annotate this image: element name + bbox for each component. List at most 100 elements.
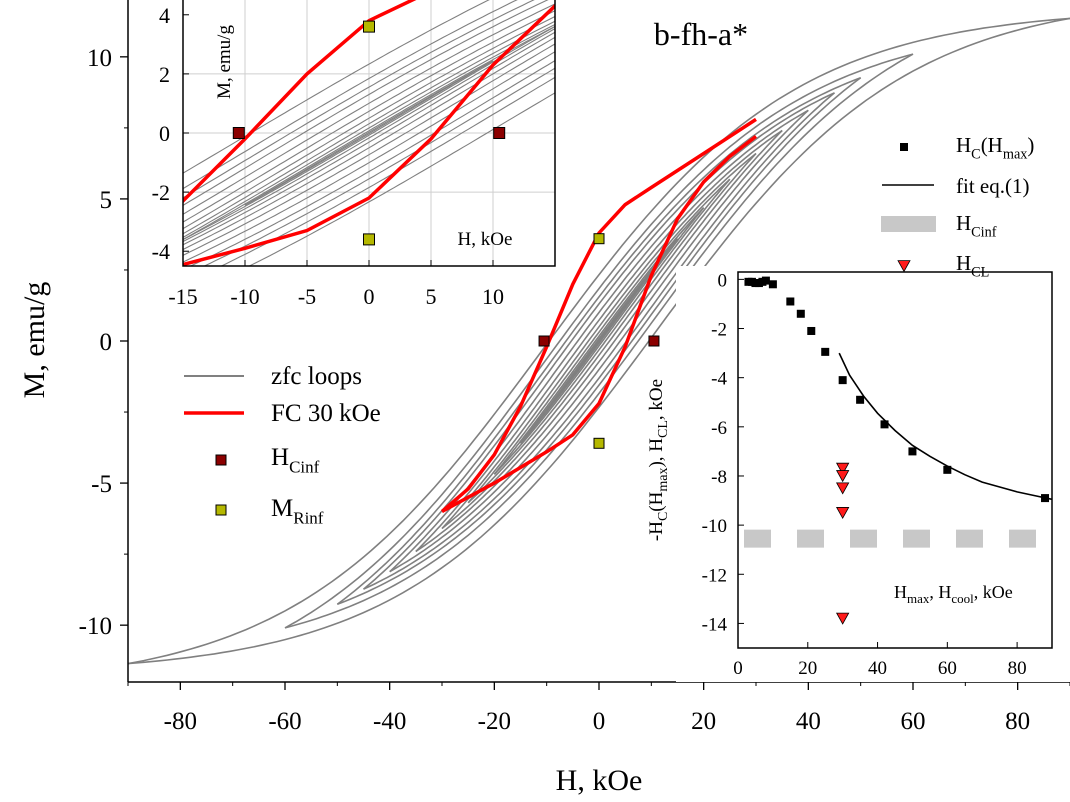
inset-a-zfc-upper-60 (183, 0, 518, 190)
inset-b-legend: HC(Hmax) fit eq.(1) HCinf HCL (881, 133, 1034, 280)
inset-b-hcinf-band-dash (1009, 529, 1036, 548)
fc-loop-lower (441, 135, 758, 514)
inset-a-zfc-upper-25 (183, 20, 555, 235)
inset-a-curves (183, 0, 555, 266)
inset-b-hcl-point-0 (835, 462, 850, 475)
inset-a-zfc-upper-35 (183, 10, 555, 223)
inset-b-y-tick-label: -4 (711, 369, 727, 390)
inset-a-zfc-upper-45 (183, 0, 549, 207)
curves (128, 17, 1070, 665)
inset-a-zfc-lower-10 (244, 60, 494, 206)
inset-b-hc-point-14 (908, 447, 917, 456)
inset-a-zfc-lower-15 (183, 26, 555, 240)
zfc-loop-lower-35 (415, 129, 783, 553)
legend-hcl-label: HCL (956, 251, 989, 280)
zfc-loop-lower-20 (493, 207, 705, 475)
inset-a-y-tick-label: -2 (152, 180, 170, 205)
inset-a-fc-upper (183, 0, 417, 204)
inset-a-zfc-upper-10 (244, 60, 494, 206)
zfc-loop-upper-35 (415, 129, 783, 553)
inset-b-y-axis-label: -HC(Hmax), HCL, kOe (646, 379, 671, 541)
inset-a-zfc-upper-50 (183, 0, 535, 199)
inset-a-zfc-lower-60 (220, 76, 555, 266)
mrinf-point-0 (593, 233, 605, 245)
y-tick-label: 0 (100, 329, 113, 356)
inset-a-fc-lower (183, 3, 555, 266)
inset-top-left: -15 -10 -5 0 5 10 -4 -2 0 2 4 H, kOe M, emu/g (152, 0, 556, 309)
zfc-loop-lower-45 (363, 92, 836, 590)
y-tick-label: 5 (100, 187, 113, 214)
inset-b-hc-point-6 (768, 280, 777, 289)
inset-b-x-tick-label: 20 (798, 658, 817, 679)
hcinf-point-1 (648, 335, 660, 347)
inset-a-zfc-lower-40 (183, 51, 555, 263)
inset-a-x-tick-label: 0 (364, 284, 375, 309)
inset-b-hc-point-13 (880, 420, 889, 429)
inset-b-hc-point-11 (838, 376, 847, 385)
zfc-loop-upper-50 (336, 76, 861, 605)
inset-b-y-tick-label: -12 (702, 565, 727, 586)
inset-b-hcinf-band-dash (956, 529, 983, 548)
inset-a-y-tick-label: 0 (159, 121, 170, 146)
inset-a-y-tick-label: 2 (159, 62, 170, 87)
zfc-loop-upper-15 (519, 238, 679, 444)
inset-right: 0 20 40 60 80 0 -2 -4 -6 -8 -10 -12 -14 Hmax, Hcool, … (646, 133, 1070, 682)
mrinf-point-1 (593, 437, 605, 449)
inset-a-zfc-upper-40 (183, 3, 555, 215)
inset-a-hcinf-point-0 (232, 127, 245, 139)
inset-b-y-tick-label: -2 (711, 320, 727, 341)
x-axis-label: H, kOe (556, 764, 643, 797)
legend-hcinf-band-label: HCinf (956, 211, 997, 240)
inset-a-zfc-lower-25 (183, 31, 555, 246)
inset-b-hc-point-9 (807, 326, 816, 335)
inset-a-x-tick-label: -15 (168, 284, 197, 309)
inset-b-x-tick-label: 60 (938, 658, 957, 679)
inset-b-x-axis-label: Hmax, Hcool, kOe (894, 582, 1013, 606)
x-tick-label: -60 (268, 708, 301, 735)
inset-b-y-tick-label: -10 (702, 516, 727, 537)
zfc-loop-upper-20 (493, 207, 705, 475)
x-tick-label: 40 (796, 708, 821, 735)
x-tick-label: 20 (691, 708, 716, 735)
inset-a-y-tick-label: -4 (152, 239, 170, 264)
inset-b-hc-point-7 (786, 297, 795, 306)
legend-hc-label: HC(Hmax) (956, 133, 1034, 162)
inset-b-hc-point-12 (856, 395, 865, 404)
inset-b-hcinf-band-dash (850, 529, 877, 548)
y-axis-label: M, emu/g (18, 282, 51, 399)
inset-b-y-tick-label: 0 (718, 270, 728, 291)
zfc-loop-lower-40 (389, 109, 809, 573)
inset-a-y-axis-label: M, emu/g (214, 25, 235, 99)
zfc-loop-lower-60 (284, 53, 914, 629)
legend-hcinf-label: HCinf (271, 444, 320, 477)
inset-a-zfc-upper-90 (183, 0, 490, 174)
x-tick-label: 0 (593, 708, 606, 735)
legend-hcinf-band-swatch (881, 216, 936, 232)
inset-b-hc-point-10 (821, 347, 830, 356)
inset-a-zfc-upper-30 (183, 15, 555, 230)
x-tick-label: -20 (478, 708, 511, 735)
inset-a-x-tick-label: 5 (426, 284, 437, 309)
inset-a-x-tick-label: -10 (230, 284, 259, 309)
legend-hcinf-swatch (215, 454, 227, 466)
legend-zfc-label: zfc loops (271, 363, 362, 390)
legend-mrinf-swatch (215, 504, 227, 516)
inset-a-hcinf-point-1 (493, 127, 506, 139)
zfc-loop-lower-30 (441, 152, 757, 530)
inset-b-hc-point-15 (943, 465, 952, 474)
inset-a-zfc-lower-20 (183, 27, 555, 243)
zfc-loop-lower-25 (467, 178, 731, 504)
inset-a-x-axis-label: H, kOe (458, 229, 513, 250)
inset-a-mrinf-point-0 (363, 20, 375, 33)
chart-title: b-fh-a* (654, 16, 748, 52)
inset-b-x-tick-label: 40 (868, 658, 887, 679)
inset-a-zfc-upper-15 (183, 26, 555, 240)
inset-a-x-tick-label: -5 (298, 284, 316, 309)
inset-b-y-tick-label: -6 (711, 418, 727, 439)
x-tick-label: -80 (164, 708, 197, 735)
inset-b-fit-line (838, 352, 1053, 501)
zfc-loop-lower-50 (337, 77, 862, 606)
inset-a-y-tick-label: 4 (159, 3, 170, 28)
inset-b-hcinf-band-dash (903, 529, 930, 548)
